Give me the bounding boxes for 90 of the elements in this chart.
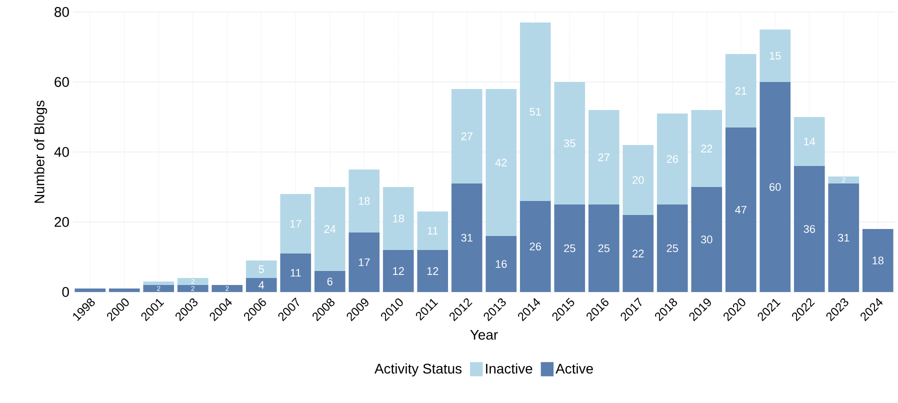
bar (212, 285, 243, 292)
bar (794, 117, 825, 166)
data-label: 25 (666, 244, 678, 252)
data-label: 27 (461, 132, 472, 140)
data-label: 27 (598, 153, 610, 162)
data-label: 17 (358, 258, 370, 266)
y-tick-label: 60 (54, 77, 69, 87)
data-label: 26 (530, 242, 541, 250)
y-tick-label: 40 (54, 147, 69, 157)
bar (280, 254, 312, 292)
bar (725, 54, 756, 128)
data-label: 25 (564, 244, 576, 252)
data-label: 12 (427, 267, 438, 275)
bar (588, 204, 620, 292)
bar (828, 176, 860, 184)
bar (486, 89, 517, 236)
data-label: 51 (530, 108, 541, 116)
data-label: 14 (804, 138, 816, 146)
bar (760, 30, 791, 82)
data-label: 6 (327, 278, 332, 286)
y-tick-label: 80 (54, 7, 69, 17)
bar (794, 166, 825, 292)
bar (314, 271, 346, 292)
bar (622, 215, 654, 292)
bar (622, 145, 654, 215)
data-label: 16 (496, 260, 507, 268)
data-label: 11 (290, 268, 301, 277)
data-label: 24 (324, 225, 336, 233)
bar (656, 114, 688, 204)
data-label: 35 (564, 139, 576, 148)
data-label: 15 (770, 52, 781, 60)
bar (588, 110, 620, 204)
data-label: 18 (358, 197, 370, 205)
data-label: 60 (770, 183, 781, 191)
legend-label: Inactive (486, 363, 532, 374)
bar (554, 204, 586, 292)
data-label: 12 (393, 267, 404, 275)
data-label: 18 (393, 214, 404, 222)
bar (382, 250, 414, 292)
data-label: 47 (735, 206, 746, 214)
bar (725, 128, 756, 292)
data-label: 17 (290, 220, 302, 228)
y-axis-title: Number of Blogs (34, 100, 48, 203)
data-label: 11 (428, 226, 438, 235)
bar (348, 170, 380, 232)
data-label: 26 (666, 155, 678, 163)
data-label: 25 (598, 244, 610, 252)
data-label: 31 (838, 234, 850, 242)
data-label: 18 (872, 256, 884, 264)
bar (177, 285, 208, 292)
bar (691, 187, 722, 292)
bar (486, 236, 517, 292)
bar (451, 89, 482, 184)
bar (74, 288, 106, 292)
bar (862, 229, 894, 292)
bar (828, 184, 860, 292)
bar (280, 194, 312, 254)
data-label: 5 (258, 265, 264, 274)
bar (451, 184, 482, 292)
bar (554, 82, 586, 204)
legend-title: Activity Status (374, 363, 462, 376)
bar (520, 22, 551, 201)
bar (143, 285, 174, 292)
bar (246, 260, 277, 278)
bar (417, 250, 448, 292)
bar (177, 278, 208, 285)
bar (417, 212, 448, 250)
data-label: 31 (461, 234, 472, 242)
bar (348, 232, 380, 292)
y-tick-label: 20 (54, 217, 69, 227)
data-label: 21 (735, 86, 746, 95)
bar (246, 278, 277, 292)
bar (691, 110, 722, 187)
bar (108, 288, 140, 292)
bar (760, 82, 791, 292)
data-label: 36 (804, 225, 815, 233)
data-label: 22 (632, 250, 644, 258)
data-label: 30 (700, 236, 712, 244)
bar (656, 204, 688, 292)
legend-label: Active (556, 363, 593, 374)
x-axis-title: Year (470, 330, 498, 340)
data-label: 22 (701, 144, 712, 152)
bar (314, 187, 346, 271)
y-tick-label: 0 (62, 287, 69, 297)
bar (382, 187, 414, 250)
data-label: 42 (495, 158, 507, 166)
bar (520, 201, 551, 292)
data-label: 4 (258, 281, 264, 289)
bar (143, 282, 174, 285)
data-label: 20 (632, 176, 644, 184)
